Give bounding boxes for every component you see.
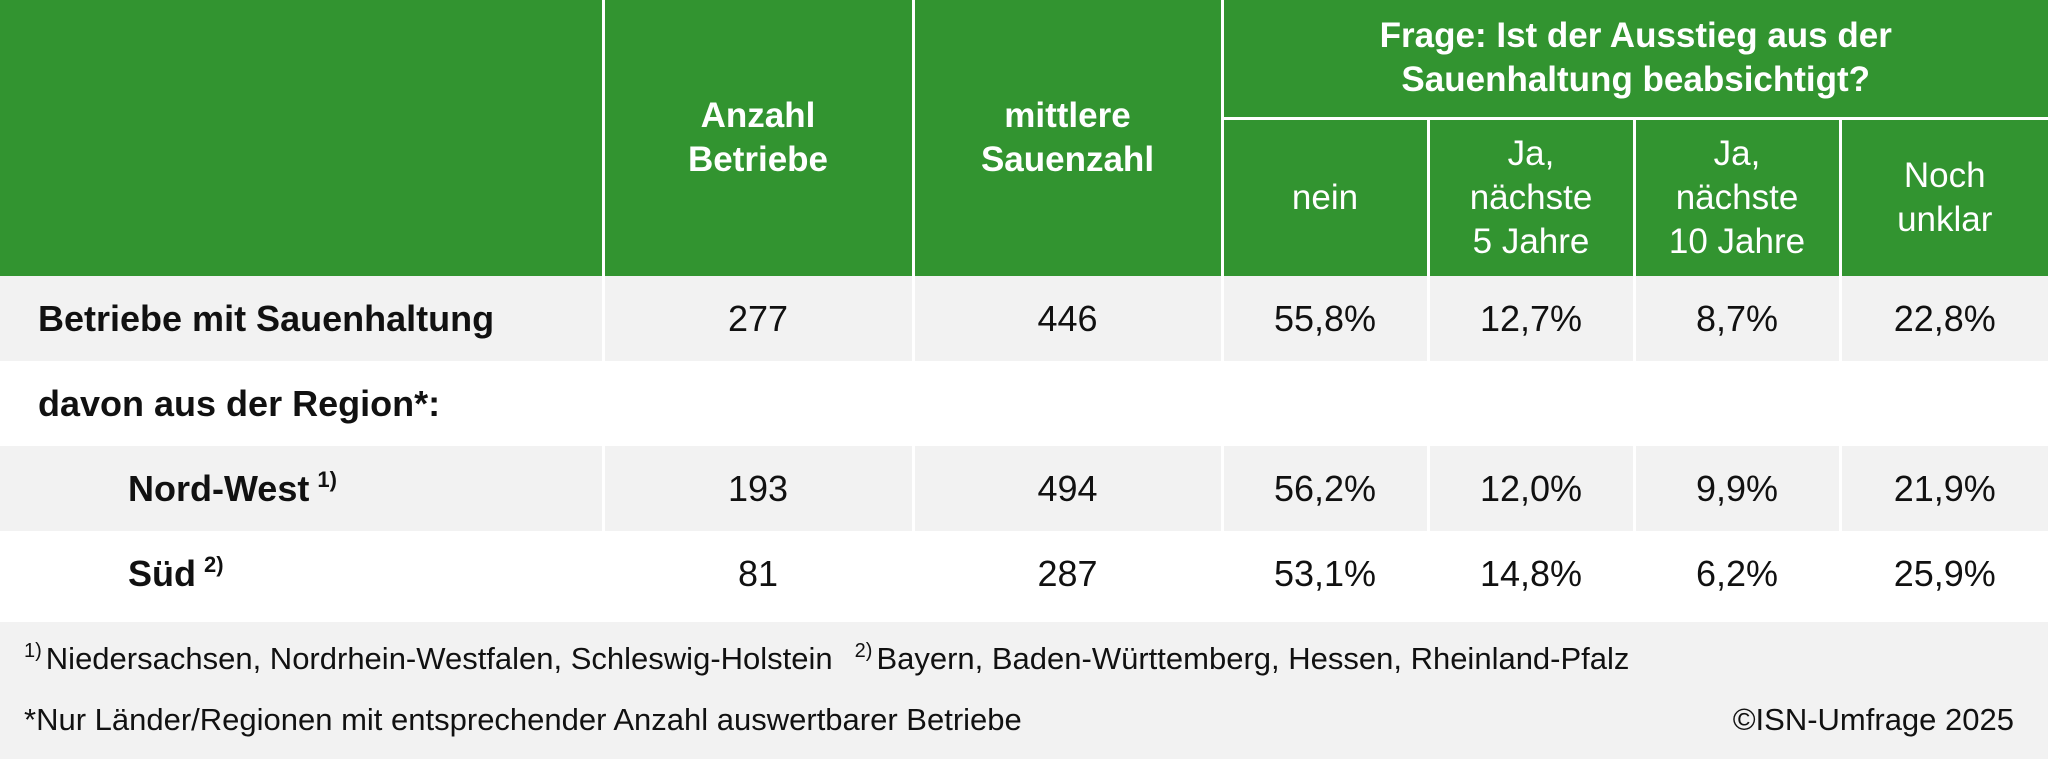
cell-avg: 494 bbox=[911, 446, 1224, 531]
footnote-line: 1) Niedersachsen, Nordrhein-Westfalen, Sc… bbox=[24, 640, 1629, 677]
header-avg-line-1: mittlere bbox=[1004, 96, 1131, 135]
cell-ja-10-jahre: 6,2% bbox=[1632, 531, 1842, 616]
cell-nein: 53,1% bbox=[1220, 531, 1430, 616]
copyright-notice: ©ISN-Umfrage 2025 bbox=[1732, 702, 2014, 737]
cell-ja-10-jahre bbox=[1632, 361, 1842, 446]
cell-ja-5-jahre: 12,7% bbox=[1426, 276, 1636, 361]
cell-avg: 446 bbox=[911, 276, 1224, 361]
table-row-nord-west: Nord-West 1) 193 494 56,2% 12,0% 9,9% 21,… bbox=[0, 446, 2048, 531]
header-answer-unklar-line-2: unklar bbox=[1897, 199, 1993, 239]
header-question-line-2: Sauenhaltung beabsichtigt? bbox=[1401, 60, 1871, 100]
row-label-text: Nord-West bbox=[128, 468, 310, 509]
header-answer-nein-line-1: nein bbox=[1291, 177, 1359, 217]
header-avg-line-2: Sauenzahl bbox=[980, 140, 1155, 179]
row-label: Süd 2) bbox=[0, 531, 605, 616]
header-question: Frage: Ist der Ausstieg aus der Sauenhal… bbox=[1220, 0, 2048, 120]
footnote-2-marker: 2) bbox=[854, 640, 873, 662]
header-answer-10j-line-3: 10 Jahre bbox=[1668, 221, 1806, 261]
row-label-text: Betriebe mit Sauenhaltung bbox=[38, 297, 495, 339]
header-answer-10j-line-2: nächste bbox=[1675, 177, 1799, 217]
cell-count: 193 bbox=[601, 446, 915, 531]
header-answer-ja-5-jahre: Ja, nächste 5 Jahre bbox=[1426, 118, 1636, 276]
footnote-marker: 2) bbox=[204, 552, 224, 577]
cell-ja-5-jahre: 12,0% bbox=[1426, 446, 1636, 531]
header-blank-cell bbox=[0, 0, 605, 276]
cell-nein: 55,8% bbox=[1220, 276, 1430, 361]
table-row-sued: Süd 2) 81 287 53,1% 14,8% 6,2% 25,9% bbox=[0, 531, 2048, 616]
cell-avg bbox=[911, 361, 1224, 446]
row-label: Nord-West 1) bbox=[0, 446, 605, 531]
row-label: davon aus der Region*: bbox=[0, 361, 605, 446]
header-answer-10j-line-1: Ja, bbox=[1713, 133, 1761, 173]
header-answer-noch-unklar: Noch unklar bbox=[1838, 118, 2048, 276]
header-anzahl-line-1: Anzahl bbox=[700, 96, 816, 135]
header-answer-ja-10-jahre: Ja, nächste 10 Jahre bbox=[1632, 118, 1842, 276]
cell-ja-5-jahre bbox=[1426, 361, 1636, 446]
footnote-marker: 1) bbox=[317, 467, 337, 492]
cell-noch-unklar: 25,9% bbox=[1838, 531, 2048, 616]
table-row-total: Betriebe mit Sauenhaltung 277 446 55,8% … bbox=[0, 276, 2048, 361]
header-anzahl-betriebe: Anzahl Betriebe bbox=[601, 0, 915, 276]
header-answer-unklar-line-1: Noch bbox=[1903, 155, 1986, 195]
cell-ja-10-jahre: 9,9% bbox=[1632, 446, 1842, 531]
table-footer: 1) Niedersachsen, Nordrhein-Westfalen, Sc… bbox=[0, 622, 2048, 759]
footnote-1-text: Niedersachsen, Nordrhein-Westfalen, Schl… bbox=[45, 641, 833, 676]
header-answer-nein: nein bbox=[1220, 118, 1430, 276]
cell-count: 277 bbox=[601, 276, 915, 361]
header-question-line-1: Frage: Ist der Ausstieg aus der bbox=[1379, 16, 1892, 56]
row-label-text: Süd bbox=[128, 553, 196, 594]
cell-count bbox=[601, 361, 915, 446]
cell-avg: 287 bbox=[911, 531, 1224, 616]
table-row-region-heading: davon aus der Region*: bbox=[0, 361, 2048, 446]
cell-count: 81 bbox=[601, 531, 915, 616]
header-answer-5j-line-3: 5 Jahre bbox=[1472, 221, 1590, 261]
cell-noch-unklar bbox=[1838, 361, 2048, 446]
cell-noch-unklar: 22,8% bbox=[1838, 276, 2048, 361]
footnote-2-text: Bayern, Baden-Württemberg, Hessen, Rhein… bbox=[876, 641, 1630, 676]
row-label: Betriebe mit Sauenhaltung bbox=[0, 276, 605, 361]
cell-nein: 56,2% bbox=[1220, 446, 1430, 531]
footnote-1-marker: 1) bbox=[24, 640, 42, 662]
survey-table: Anzahl Betriebe mittlere Sauenzahl Frage… bbox=[0, 0, 2048, 616]
header-mittlere-sauenzahl: mittlere Sauenzahl bbox=[911, 0, 1224, 276]
row-label-text: davon aus der Region*: bbox=[38, 382, 441, 424]
cell-ja-10-jahre: 8,7% bbox=[1632, 276, 1842, 361]
header-anzahl-line-2: Betriebe bbox=[687, 140, 829, 179]
cell-noch-unklar: 21,9% bbox=[1838, 446, 2048, 531]
region-note: *Nur Länder/Regionen mit entsprechender … bbox=[24, 702, 1022, 737]
header-answer-5j-line-2: nächste bbox=[1469, 177, 1593, 217]
cell-ja-5-jahre: 14,8% bbox=[1426, 531, 1636, 616]
header-answer-5j-line-1: Ja, bbox=[1507, 133, 1555, 173]
cell-nein bbox=[1220, 361, 1430, 446]
